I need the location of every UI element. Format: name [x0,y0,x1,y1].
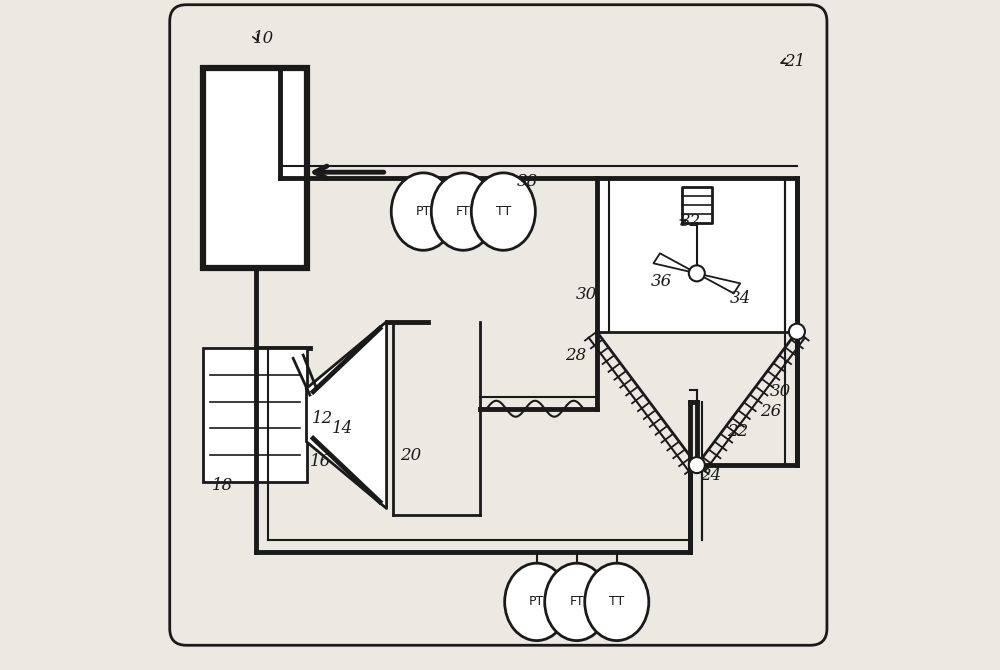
Text: 20: 20 [400,447,421,464]
Text: 21: 21 [784,53,805,70]
Text: FT: FT [569,596,584,608]
Text: TT: TT [496,205,511,218]
Ellipse shape [505,563,569,641]
Polygon shape [653,253,697,273]
Text: 16: 16 [310,454,331,470]
Text: 30: 30 [770,383,791,400]
Text: TT: TT [609,596,624,608]
Text: 22: 22 [727,423,748,440]
Bar [203,68,307,268]
Text: 10: 10 [253,29,274,47]
Polygon shape [307,322,387,509]
Text: 12: 12 [312,410,333,427]
Circle shape [689,457,705,473]
Ellipse shape [391,173,455,251]
Ellipse shape [471,173,535,251]
Ellipse shape [431,173,495,251]
Text: PT: PT [529,596,544,608]
Text: 18: 18 [212,476,233,494]
Text: 34: 34 [730,290,751,307]
Circle shape [789,324,805,340]
Text: 38: 38 [517,173,538,190]
Text: FT: FT [456,205,471,218]
Bar [597,178,797,332]
Ellipse shape [545,563,609,641]
Text: 28: 28 [565,346,587,364]
Ellipse shape [585,563,649,641]
Text: PT: PT [416,205,431,218]
Text: 32: 32 [680,213,701,230]
Text: 14: 14 [332,420,353,437]
Text: 26: 26 [760,403,781,420]
Text: 36: 36 [651,273,672,290]
Circle shape [689,265,705,281]
Text: 30: 30 [576,287,597,304]
Polygon shape [697,273,740,293]
Text: 24: 24 [700,466,721,484]
Bar [203,348,307,482]
